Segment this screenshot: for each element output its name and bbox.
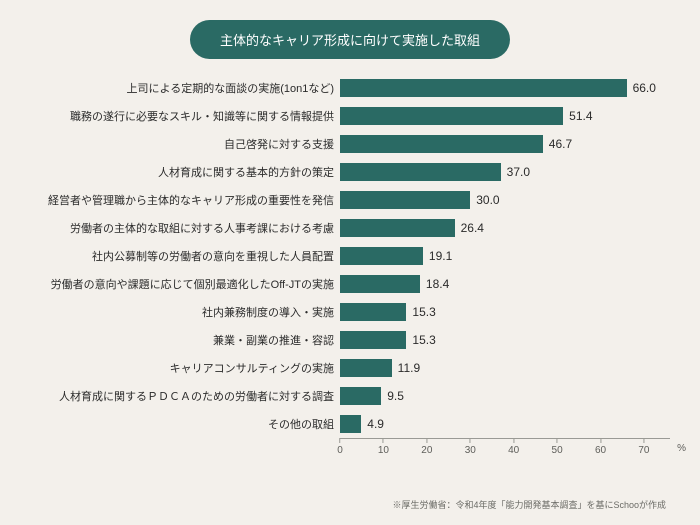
bar-row: 社内兼務制度の導入・実施 15.3 xyxy=(30,298,670,326)
bar-track: 4.9 xyxy=(340,410,670,438)
bar-track: 9.5 xyxy=(340,382,670,410)
bar-row: 自己啓発に対する支援 46.7 xyxy=(30,130,670,158)
bar xyxy=(340,275,420,293)
axis-tick: 50 xyxy=(552,438,563,456)
bar xyxy=(340,359,392,377)
bar-row: 人材育成に関するＰＤＣＡのための労働者に対する調査 9.5 xyxy=(30,382,670,410)
bar-value: 9.5 xyxy=(387,389,404,403)
axis-tick: 40 xyxy=(508,438,519,456)
bar-label: 労働者の意向や課題に応じて個別最適化したOff-JTの実施 xyxy=(30,276,340,292)
axis-tick: 60 xyxy=(595,438,606,456)
bar-track: 66.0 xyxy=(340,74,670,102)
bar xyxy=(340,191,470,209)
chart-title: 主体的なキャリア形成に向けて実施した取組 xyxy=(190,20,510,59)
bar xyxy=(340,387,381,405)
bar-track: 30.0 xyxy=(340,186,670,214)
bar-label: 社内兼務制度の導入・実施 xyxy=(30,304,340,320)
bar-label: 人材育成に関する基本的方針の策定 xyxy=(30,164,340,180)
bar-label: 人材育成に関するＰＤＣＡのための労働者に対する調査 xyxy=(30,388,340,404)
bar xyxy=(340,331,406,349)
bar-row: キャリアコンサルティングの実施 11.9 xyxy=(30,354,670,382)
bar-label: 職務の遂行に必要なスキル・知識等に関する情報提供 xyxy=(30,108,340,124)
bar-label: 自己啓発に対する支援 xyxy=(30,136,340,152)
bar-row: 労働者の意向や課題に応じて個別最適化したOff-JTの実施 18.4 xyxy=(30,270,670,298)
axis-tick: 0 xyxy=(337,438,343,456)
bar-track: 51.4 xyxy=(340,102,670,130)
bar-row: 職務の遂行に必要なスキル・知識等に関する情報提供 51.4 xyxy=(30,102,670,130)
axis-unit: % xyxy=(677,443,686,454)
bar-row: 兼業・副業の推進・容認 15.3 xyxy=(30,326,670,354)
bar-row: 社内公募制等の労働者の意向を重視した人員配置 19.1 xyxy=(30,242,670,270)
bar-value: 4.9 xyxy=(367,417,384,431)
bar-track: 15.3 xyxy=(340,326,670,354)
bar-row: 人材育成に関する基本的方針の策定 37.0 xyxy=(30,158,670,186)
bar-value: 15.3 xyxy=(412,305,435,319)
bar-value: 51.4 xyxy=(569,109,592,123)
bar-value: 66.0 xyxy=(633,81,656,95)
bar-value: 19.1 xyxy=(429,249,452,263)
x-axis: % 010203040506070 xyxy=(30,438,670,458)
bar-track: 26.4 xyxy=(340,214,670,242)
bar-row: 上司による定期的な面談の実施(1on1など) 66.0 xyxy=(30,74,670,102)
axis-tick: 10 xyxy=(378,438,389,456)
bar-row: その他の取組 4.9 xyxy=(30,410,670,438)
chart-area: 上司による定期的な面談の実施(1on1など) 66.0 職務の遂行に必要なスキル・知… xyxy=(30,74,670,477)
bar xyxy=(340,303,406,321)
bar-value: 15.3 xyxy=(412,333,435,347)
bar xyxy=(340,247,423,265)
bar-track: 46.7 xyxy=(340,130,670,158)
source-note: ※厚生労働省：令和4年度「能力開発基本調査」を基にSchooが作成 xyxy=(392,498,666,511)
bar xyxy=(340,415,361,433)
bar-label: 社内公募制等の労働者の意向を重視した人員配置 xyxy=(30,248,340,264)
bar-value: 37.0 xyxy=(507,165,530,179)
bar-value: 18.4 xyxy=(426,277,449,291)
bar-label: 上司による定期的な面談の実施(1on1など) xyxy=(30,80,340,96)
bar-row: 経営者や管理職から主体的なキャリア形成の重要性を発信 30.0 xyxy=(30,186,670,214)
bar-track: 15.3 xyxy=(340,298,670,326)
axis-tick: 70 xyxy=(638,438,649,456)
bar-value: 26.4 xyxy=(461,221,484,235)
axis-tick: 20 xyxy=(421,438,432,456)
bar-label: キャリアコンサルティングの実施 xyxy=(30,360,340,376)
bar-label: 兼業・副業の推進・容認 xyxy=(30,332,340,348)
bar-row: 労働者の主体的な取組に対する人事考課における考慮 26.4 xyxy=(30,214,670,242)
axis-tick: 30 xyxy=(465,438,476,456)
bar-value: 30.0 xyxy=(476,193,499,207)
bar-value: 11.9 xyxy=(398,361,420,375)
bar xyxy=(340,163,501,181)
bar-label: その他の取組 xyxy=(30,416,340,432)
bar xyxy=(340,107,563,125)
bar-label: 労働者の主体的な取組に対する人事考課における考慮 xyxy=(30,220,340,236)
bar xyxy=(340,135,543,153)
bar xyxy=(340,219,455,237)
bar-label: 経営者や管理職から主体的なキャリア形成の重要性を発信 xyxy=(30,192,340,208)
bar xyxy=(340,79,627,97)
bar-track: 19.1 xyxy=(340,242,670,270)
bar-track: 37.0 xyxy=(340,158,670,186)
bar-track: 18.4 xyxy=(340,270,670,298)
bar-track: 11.9 xyxy=(340,354,670,382)
bar-value: 46.7 xyxy=(549,137,572,151)
